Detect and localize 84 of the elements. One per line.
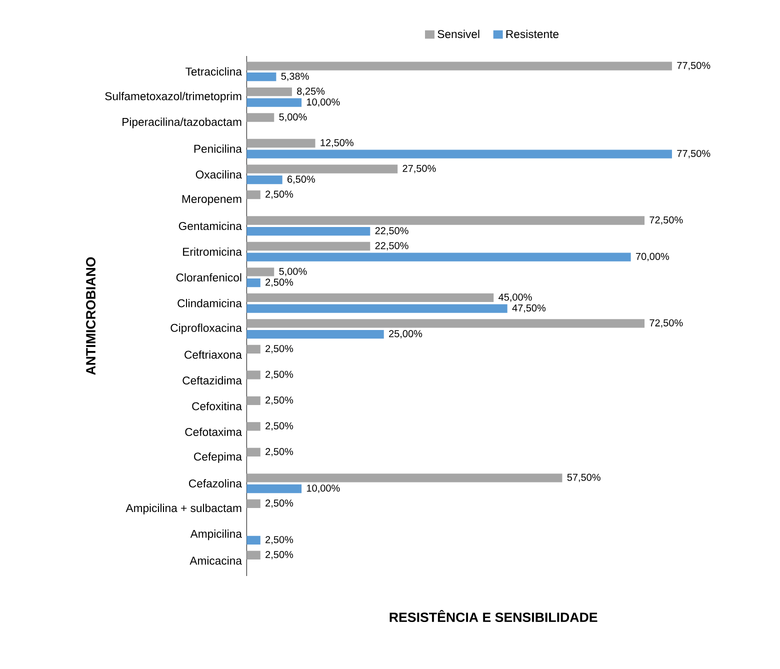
data-label: 12,50% [320,138,354,148]
data-label: 10,00% [306,98,340,107]
bar [246,499,260,508]
y-axis-title: ANTIMICROBIANO [86,257,96,375]
bar [246,396,260,405]
y-tick-label: Cefotaxima [185,428,242,436]
bar [246,98,302,107]
y-tick-label: Eritromicina [183,247,242,256]
data-label: 25,00% [389,330,422,338]
data-label: 5,00% [279,113,307,122]
y-tick-label: Clindamicina [178,298,242,308]
bar [246,267,274,276]
data-label: 2,50% [266,448,294,456]
data-label: 72,50% [650,319,683,328]
bar [246,422,260,431]
data-label: 77,50% [677,62,710,70]
y-tick-label: Cefepima [194,452,242,463]
bar [246,164,398,174]
data-label: 2,50% [266,499,294,508]
data-label: 2,50% [266,370,294,379]
bar [246,62,672,70]
data-label: 70,00% [636,252,670,262]
bar [246,72,276,82]
y-tick-label: Ciprofloxacina [170,323,242,334]
bar [246,293,494,302]
bar [246,318,645,328]
y-tick-label: Meropenem [182,194,242,206]
y-tick-label: Sulfametoxazol/trimetoprim [105,92,242,102]
bar [246,550,260,560]
data-label: 22,50% [375,242,408,250]
data-label: 2,50% [266,550,294,560]
x-axis-title: RESISTÊNCIA E SENSIBILIDADE [390,610,598,622]
y-tick-label: Piperacilina/tazobactam [122,117,242,128]
data-label: 2,50% [266,422,294,430]
legend-label: Sensivel [438,30,480,38]
y-tick-label: Cefoxitina [192,402,242,410]
y-tick-label: Cloranfenicol [176,273,242,282]
data-label: 2,50% [266,344,294,354]
data-label: 72,50% [650,216,683,224]
data-label: 22,50% [375,227,408,236]
bar [246,536,260,544]
y-tick-label: Ampicilina [190,529,242,540]
y-tick-label: Oxacilina [196,170,242,178]
y-tick-label: Ampicilina + sulbactam [126,504,242,514]
data-label: 8,25% [297,87,325,96]
y-tick-label: Amicacina [190,556,242,565]
data-label: 2,50% [266,190,294,199]
data-label: 2,50% [266,278,294,287]
bar [246,484,302,493]
bar [246,138,316,148]
y-tick-label: Tetraciclina [186,67,242,76]
data-label: 5,00% [279,268,307,276]
y-tick-label: Penicilina [194,144,242,153]
bar [246,226,370,236]
data-label: 45,00% [498,293,532,302]
bar [246,190,260,199]
y-tick-label: Ceftazidima [182,376,242,384]
y-tick-label: Gentamicina [178,222,242,230]
bar [246,278,260,287]
data-label: 27,50% [402,164,436,173]
bar [246,113,274,122]
bar [246,150,672,158]
bar [246,344,260,354]
bar [246,473,562,482]
data-label: 6,50% [288,176,315,184]
data-label: 57,50% [567,474,600,482]
bar [246,252,631,262]
bar [246,175,282,184]
legend-label: Resistente [506,30,559,38]
bar [246,304,508,313]
data-label: 5,38% [281,72,309,81]
data-label: 10,00% [306,484,340,493]
y-tick-label: Cefazolina [188,479,242,488]
bar [246,216,645,225]
data-label: 2,50% [266,536,294,544]
bar [246,448,260,456]
data-label: 47,50% [512,304,546,312]
bar [246,87,292,96]
bar [246,242,370,250]
data-label: 77,50% [677,150,710,158]
data-label: 2,50% [266,396,294,405]
bar [246,330,384,338]
y-tick-label: Ceftriaxona [184,350,242,359]
bar [246,370,260,380]
